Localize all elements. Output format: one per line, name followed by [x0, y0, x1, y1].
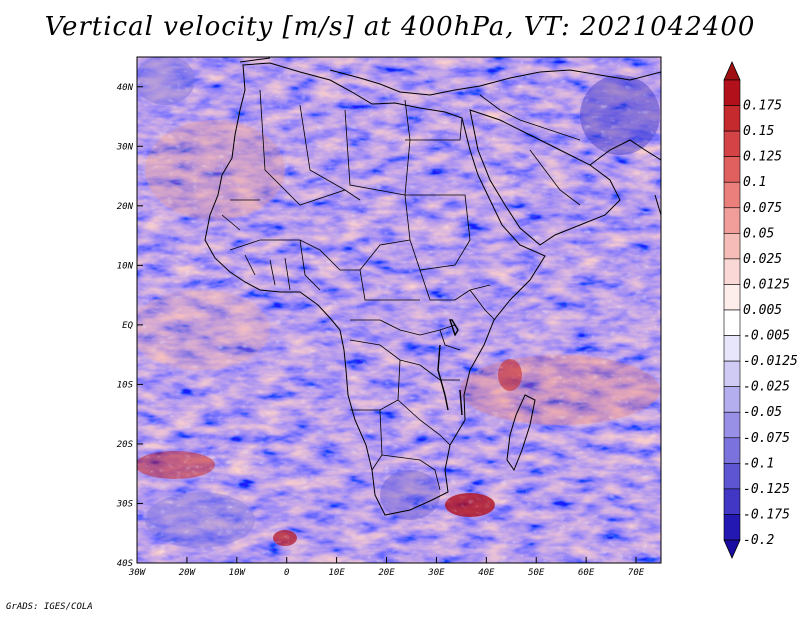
velocity-field	[137, 57, 661, 563]
colorbar-swatch	[723, 335, 741, 362]
colorbar-label: 0.05	[743, 226, 774, 241]
colorbar-swatch	[723, 181, 741, 209]
colorbar-max-arrow	[723, 61, 741, 81]
x-tick-label: 10W	[229, 568, 247, 578]
africa-coastline	[204, 62, 546, 516]
colorbar-label: -0.1	[743, 456, 774, 471]
colorbar-swatch	[723, 284, 741, 311]
colorbar-swatch	[723, 79, 741, 106]
colorbar-swatch	[723, 233, 741, 260]
europe-coastline	[239, 57, 661, 96]
colorbar-swatch	[723, 437, 741, 464]
colorbar-label: -0.05	[743, 405, 782, 420]
footer-credit: GrADS: IGES/COLA	[6, 602, 93, 612]
y-tick-label: 10S	[117, 380, 134, 390]
lakes	[437, 319, 463, 416]
colorbar-label: -0.125	[743, 482, 790, 497]
y-tick-label: 20N	[117, 202, 134, 212]
country-borders	[221, 89, 581, 491]
colorbar-swatch	[723, 514, 741, 541]
y-tick-label: 10N	[117, 261, 134, 271]
arabia-coastline	[469, 109, 621, 246]
x-tick-label: 10E	[328, 568, 345, 578]
x-tick-label: 30E	[427, 568, 445, 578]
y-tick-label: 20S	[117, 440, 134, 450]
x-axis: 30W 20W 10W 0 10E 20E 30E 40E 50E 60E 70E	[128, 557, 645, 578]
x-tick-label: 20W	[179, 568, 197, 578]
colorbar-swatch	[723, 360, 741, 387]
colorbar-swatch	[723, 156, 741, 183]
colorbar-label: 0.0125	[743, 277, 790, 292]
y-axis: 40N 30N 20N 10N EQ 10S 20S 30S 40S	[116, 83, 143, 569]
colorbar-label: 0.075	[743, 201, 782, 216]
colorbar-label: -0.175	[743, 507, 790, 522]
x-tick-label: 50E	[528, 568, 545, 578]
x-tick-label: 20E	[378, 568, 395, 578]
colorbar-swatch	[723, 105, 741, 132]
colorbar-swatch	[723, 386, 741, 413]
x-tick-label: 40E	[478, 568, 495, 578]
y-tick-label: EQ	[122, 321, 133, 331]
colorbar-min-arrow	[723, 539, 741, 559]
x-tick-label: 0	[284, 568, 289, 578]
colorbar-label: -0.0125	[743, 354, 798, 369]
map-title: Vertical velocity [m/s] at 400hPa, VT: 2…	[44, 12, 756, 42]
colorbar-label: 0.005	[743, 303, 782, 318]
colorbar-swatch	[723, 207, 741, 234]
colorbar-label: 0.1	[743, 175, 766, 190]
india-coastline	[654, 194, 661, 216]
colorbar-swatch	[723, 130, 741, 157]
madagascar-coastline	[506, 394, 536, 472]
colorbar-label: -0.005	[743, 329, 790, 344]
x-tick-label: 70E	[628, 568, 645, 578]
colorbar-label: 0.025	[743, 252, 782, 267]
colorbar-swatch	[723, 309, 741, 336]
map-frame	[136, 56, 662, 564]
colorbar-swatch	[723, 411, 741, 439]
colorbar-swatch	[723, 488, 741, 515]
y-tick-label: 30N	[116, 142, 134, 152]
asia-coastline	[589, 139, 661, 166]
colorbar-label: 0.15	[743, 124, 774, 139]
colorbar-label: 0.175	[743, 99, 782, 114]
colorbar-label: -0.2	[743, 533, 774, 548]
colorbar-label: -0.075	[743, 431, 790, 446]
x-tick-label: 60E	[578, 568, 595, 578]
colorbar-label: 0.125	[743, 150, 782, 165]
y-tick-label: 30S	[116, 499, 134, 509]
colorbar: 0.175 0.15 0.125 0.1 0.075 0.05 0.025 0.0125 0.0…	[723, 61, 798, 559]
coastlines	[204, 57, 661, 516]
colorbar-swatch	[723, 258, 741, 285]
colorbar-label: -0.025	[743, 380, 790, 395]
y-tick-label: 40S	[117, 559, 134, 569]
y-tick-label: 40N	[117, 83, 134, 93]
colorbar-swatch	[723, 463, 741, 490]
x-tick-label: 30W	[128, 568, 147, 578]
